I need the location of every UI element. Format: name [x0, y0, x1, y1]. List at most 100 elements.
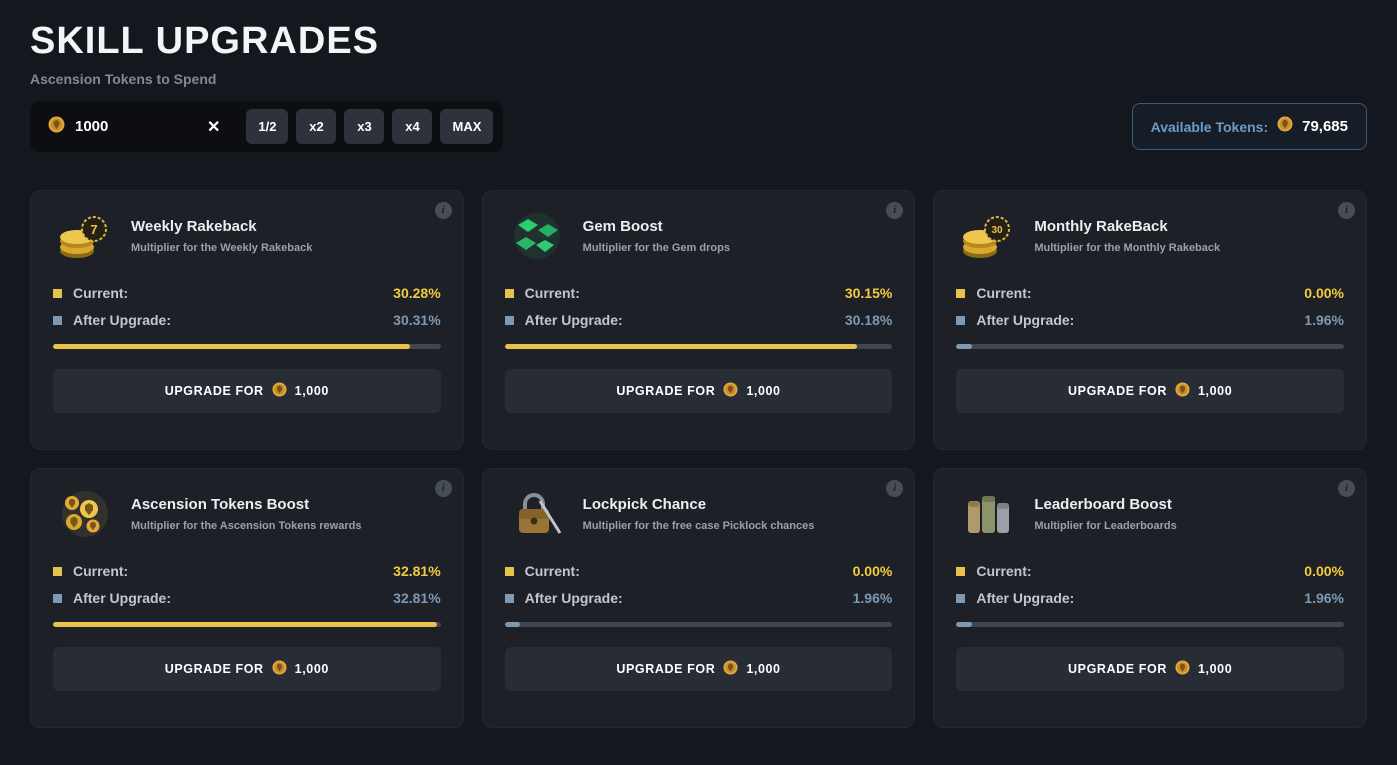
- current-stat-row: Current: 30.15%: [504, 285, 893, 301]
- current-stat-row: Current: 0.00%: [956, 563, 1344, 579]
- card-description: Multiplier for the Ascension Tokens rewa…: [131, 520, 362, 532]
- spend-amount-input[interactable]: [75, 118, 195, 135]
- card-description: Multiplier for the Gem drops: [582, 242, 730, 254]
- card-head: Leaderboard Boost Multiplier for Leaderb…: [956, 485, 1344, 543]
- lockpick-icon: [505, 489, 569, 539]
- after-upgrade-bullet: [504, 593, 514, 603]
- token-icon: [723, 660, 738, 678]
- card-head-text: Lockpick Chance Multiplier for the free …: [583, 496, 815, 532]
- card-title: Lockpick Chance: [582, 496, 707, 513]
- info-icon[interactable]: i: [1337, 202, 1355, 219]
- card-title: Monthly RakeBack: [1034, 218, 1168, 235]
- progress-track: [504, 622, 893, 627]
- ascension-tokens-icon: [53, 489, 117, 539]
- x3-button[interactable]: x3: [344, 109, 385, 144]
- token-icon: [48, 116, 65, 138]
- current-label: Current:: [524, 285, 580, 301]
- card-leaderboard-boost: i Leaderboard Boost Multiplier for Leade…: [933, 468, 1367, 728]
- after-upgrade-label: After Upgrade:: [524, 312, 623, 328]
- current-bullet: [504, 566, 514, 576]
- after-upgrade-value: 30.18%: [844, 312, 893, 328]
- available-tokens-value: 79,685: [1302, 118, 1348, 135]
- available-tokens-label: Available Tokens:: [1150, 118, 1269, 135]
- after-upgrade-label: After Upgrade:: [73, 312, 172, 328]
- token-icon: [272, 660, 287, 678]
- current-bullet: [53, 288, 62, 298]
- upgrade-button[interactable]: UPGRADE FOR 1,000: [504, 369, 893, 413]
- upgrade-button-cost: 1,000: [294, 662, 329, 676]
- after-upgrade-bullet: [53, 593, 62, 603]
- upgrade-button-label: UPGRADE FOR: [616, 384, 716, 398]
- card-lockpick-chance: i Lockpick Chance Multiplier for the fre…: [481, 468, 916, 728]
- after-upgrade-stat-row: After Upgrade: 30.18%: [504, 312, 893, 328]
- progress-track: [956, 344, 1344, 349]
- card-title: Ascension Tokens Boost: [131, 496, 310, 513]
- half-button[interactable]: 1/2: [246, 109, 289, 144]
- x4-button[interactable]: x4: [392, 109, 433, 144]
- upgrade-button-label: UPGRADE FOR: [164, 662, 264, 676]
- after-upgrade-bullet: [956, 315, 966, 325]
- after-upgrade-value: 1.96%: [1304, 312, 1344, 328]
- current-label: Current:: [976, 563, 1032, 579]
- after-upgrade-value: 1.96%: [852, 590, 893, 606]
- upgrade-button[interactable]: UPGRADE FOR 1,000: [53, 647, 441, 691]
- info-icon[interactable]: i: [886, 202, 904, 219]
- progress-fill: [53, 622, 437, 627]
- progress-track: [504, 344, 893, 349]
- after-upgrade-value: 1.96%: [1304, 590, 1344, 606]
- after-upgrade-stat-row: After Upgrade: 1.96%: [956, 590, 1344, 606]
- current-value: 0.00%: [1304, 285, 1344, 301]
- svg-text:30: 30: [992, 225, 1004, 236]
- upgrade-button-label: UPGRADE FOR: [164, 384, 264, 398]
- token-icon: [272, 382, 287, 400]
- current-bullet: [956, 288, 966, 298]
- clear-input-button[interactable]: ✕: [205, 113, 230, 141]
- info-icon[interactable]: i: [1337, 480, 1355, 497]
- card-head: 30 Monthly RakeBack Multiplier for the M…: [956, 207, 1344, 265]
- coins-badge-7-icon: 7: [53, 211, 117, 261]
- upgrade-button[interactable]: UPGRADE FOR 1,000: [956, 369, 1344, 413]
- card-title: Gem Boost: [582, 218, 663, 235]
- info-icon[interactable]: i: [434, 202, 452, 219]
- card-description: Multiplier for the Weekly Rakeback: [131, 242, 313, 254]
- current-value: 0.00%: [1304, 563, 1344, 579]
- current-stat-row: Current: 0.00%: [504, 563, 892, 579]
- card-head: Ascension Tokens Boost Multiplier for th…: [53, 485, 441, 543]
- after-upgrade-bullet: [53, 315, 62, 325]
- upgrade-button-cost: 1,000: [746, 384, 781, 398]
- after-upgrade-label: After Upgrade:: [976, 312, 1075, 328]
- upgrade-button[interactable]: UPGRADE FOR 1,000: [53, 369, 441, 413]
- max-button[interactable]: MAX: [440, 109, 494, 144]
- current-value: 30.28%: [393, 285, 441, 301]
- after-upgrade-stat-row: After Upgrade: 32.81%: [53, 590, 441, 606]
- card-head-text: Weekly Rakeback Multiplier for the Weekl…: [131, 218, 312, 254]
- after-upgrade-label: After Upgrade:: [524, 590, 623, 606]
- card-head-text: Leaderboard Boost Multiplier for Leaderb…: [1034, 496, 1176, 532]
- card-head-text: Monthly RakeBack Multiplier for the Mont…: [1034, 218, 1220, 254]
- card-head: Lockpick Chance Multiplier for the free …: [505, 485, 893, 543]
- current-value: 30.15%: [844, 285, 893, 301]
- current-label: Current:: [73, 285, 129, 301]
- card-gem-boost: i Gem Boost Multiplier for the Gem drops: [481, 190, 916, 450]
- skill-cards-grid: i 7 Weekly Rakeback Multiplier for the W…: [30, 190, 1367, 728]
- upgrade-button[interactable]: UPGRADE FOR 1,000: [504, 647, 893, 691]
- progress-track: [53, 344, 441, 349]
- current-stat-row: Current: 30.28%: [53, 285, 441, 301]
- gems-icon: [505, 211, 569, 261]
- info-icon[interactable]: i: [434, 480, 452, 497]
- upgrade-button-cost: 1,000: [294, 384, 329, 398]
- page-title: SKILL UPGRADES: [30, 20, 380, 62]
- page-subtitle: Ascension Tokens to Spend: [30, 71, 217, 87]
- svg-text:7: 7: [90, 222, 97, 237]
- card-head-text: Gem Boost Multiplier for the Gem drops: [583, 218, 730, 254]
- card-monthly-rakeback: i 30 Monthly RakeBack Multiplier for the…: [933, 190, 1367, 450]
- upgrade-button[interactable]: UPGRADE FOR 1,000: [956, 647, 1344, 691]
- controls-row: ✕ 1/2 x2 x3 x4 MAX Available Tokens: 79,…: [30, 101, 1367, 152]
- info-icon[interactable]: i: [886, 480, 904, 497]
- x2-button[interactable]: x2: [296, 109, 337, 144]
- current-bullet: [53, 566, 62, 576]
- after-upgrade-stat-row: After Upgrade: 1.96%: [956, 312, 1344, 328]
- skill-upgrades-page: SKILL UPGRADES Ascension Tokens to Spend…: [30, 20, 1367, 728]
- current-value: 32.81%: [393, 563, 441, 579]
- current-bullet: [956, 566, 966, 576]
